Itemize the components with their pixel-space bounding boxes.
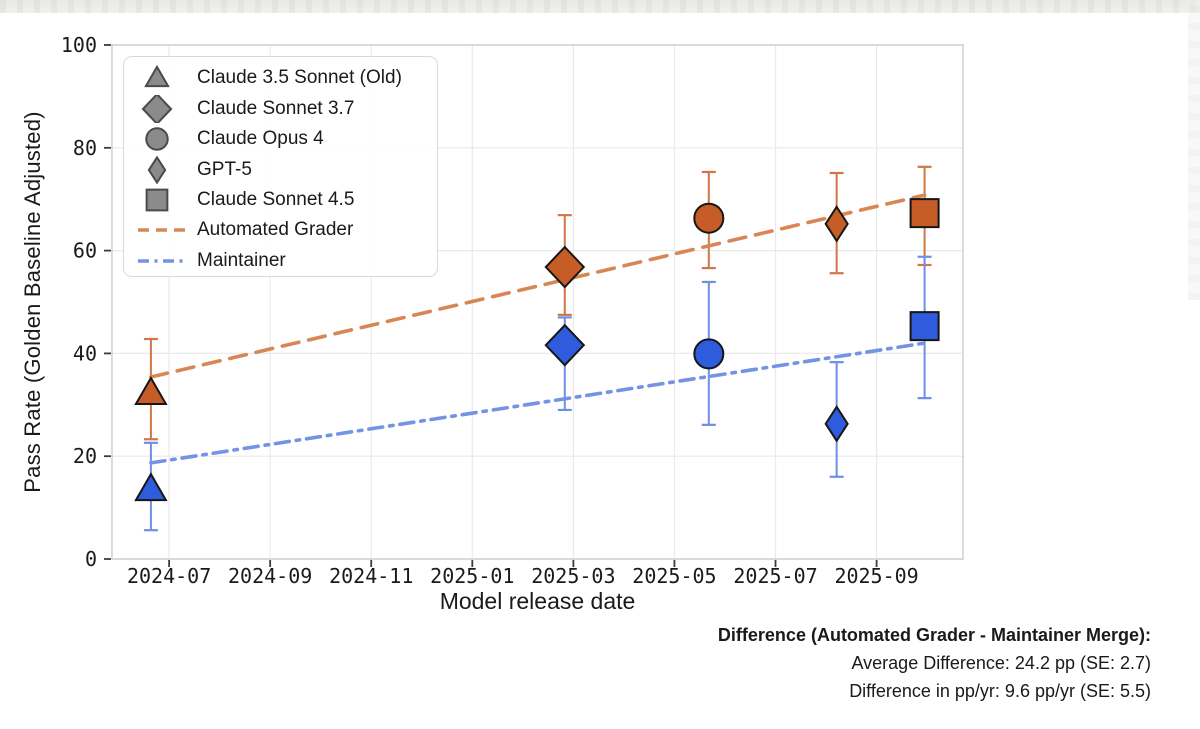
legend-label: Maintainer xyxy=(197,249,286,271)
legend-marker-icon xyxy=(141,94,173,123)
data-point-auto-marker xyxy=(824,205,849,243)
photo-edge-artifact-bottom xyxy=(0,716,1200,729)
x-tick-label: 2024-07 xyxy=(127,564,211,588)
data-point-maint-marker xyxy=(909,311,940,342)
x-tick-label: 2025-05 xyxy=(632,564,716,588)
legend-label: Claude Opus 4 xyxy=(197,128,324,150)
legend-item: Automated Grader xyxy=(136,215,437,245)
legend-line-icon xyxy=(138,228,186,233)
legend-line-icon xyxy=(138,258,186,263)
thin-diamond-marker-icon xyxy=(147,155,167,184)
trend-line-auto xyxy=(149,193,927,379)
y-tick-label: 80 xyxy=(73,136,97,160)
data-point-maint-marker xyxy=(134,472,168,502)
legend-label: Claude Sonnet 3.7 xyxy=(197,97,355,119)
diamond-marker-icon xyxy=(141,94,173,123)
data-point-auto-marker xyxy=(544,245,586,289)
y-tick-label: 100 xyxy=(61,33,97,57)
legend-marker-icon xyxy=(147,155,167,184)
legend-label: Claude 3.5 Sonnet (Old) xyxy=(197,67,402,89)
plot-border xyxy=(111,44,964,560)
y-tick-label: 60 xyxy=(73,239,97,263)
square-marker-icon xyxy=(145,188,169,212)
triangle-marker-icon xyxy=(144,65,170,88)
legend-item: Maintainer xyxy=(136,246,437,276)
data-point-maint-marker xyxy=(544,323,586,367)
legend-marker-icon xyxy=(145,188,169,212)
legend-label: Claude Sonnet 4.5 xyxy=(197,188,355,210)
legend-marker-icon xyxy=(145,127,169,151)
data-point-auto-marker xyxy=(693,202,725,234)
x-tick-label: 2024-09 xyxy=(228,564,312,588)
x-tick-label: 2025-01 xyxy=(430,564,514,588)
legend-marker-icon xyxy=(144,65,170,88)
x-tick-label: 2024-11 xyxy=(329,564,413,588)
legend-label: GPT-5 xyxy=(197,158,252,180)
legend-label: Automated Grader xyxy=(197,219,354,241)
chart-legend: Claude 3.5 Sonnet (Old) Claude Sonnet 3.7… xyxy=(123,56,438,277)
difference-annotation: Difference (Automated Grader - Maintaine… xyxy=(718,621,1151,705)
data-point-maint-marker xyxy=(824,404,849,443)
legend-item: Claude Sonnet 4.5 xyxy=(136,185,437,215)
x-tick-label: 2025-03 xyxy=(531,564,615,588)
y-tick-label: 0 xyxy=(85,547,97,571)
x-tick-label: 2025-07 xyxy=(733,564,817,588)
x-tick-label: 2025-09 xyxy=(834,564,918,588)
x-axis-label: Model release date xyxy=(439,588,636,614)
legend-item: GPT-5 xyxy=(136,155,437,185)
annotation-difference-per-year: Difference in pp/yr: 9.6 pp/yr (SE: 5.5) xyxy=(849,681,1151,701)
y-tick-label: 40 xyxy=(73,341,97,365)
legend-item: Claude Opus 4 xyxy=(136,124,437,154)
annotation-title: Difference (Automated Grader - Maintaine… xyxy=(717,625,1151,645)
circle-marker-icon xyxy=(145,127,169,151)
data-point-maint-marker xyxy=(693,338,725,370)
y-tick-label: 20 xyxy=(73,444,97,468)
trend-line-maint xyxy=(149,341,927,465)
y-axis-label: Pass Rate (Golden Baseline Adjusted) xyxy=(20,111,45,493)
data-point-auto-marker xyxy=(909,198,940,229)
data-point-auto-marker xyxy=(134,375,168,405)
legend-item: Claude 3.5 Sonnet (Old) xyxy=(136,63,437,93)
annotation-average-difference: Average Difference: 24.2 pp (SE: 2.7) xyxy=(851,653,1151,673)
legend-item: Claude Sonnet 3.7 xyxy=(136,94,437,124)
